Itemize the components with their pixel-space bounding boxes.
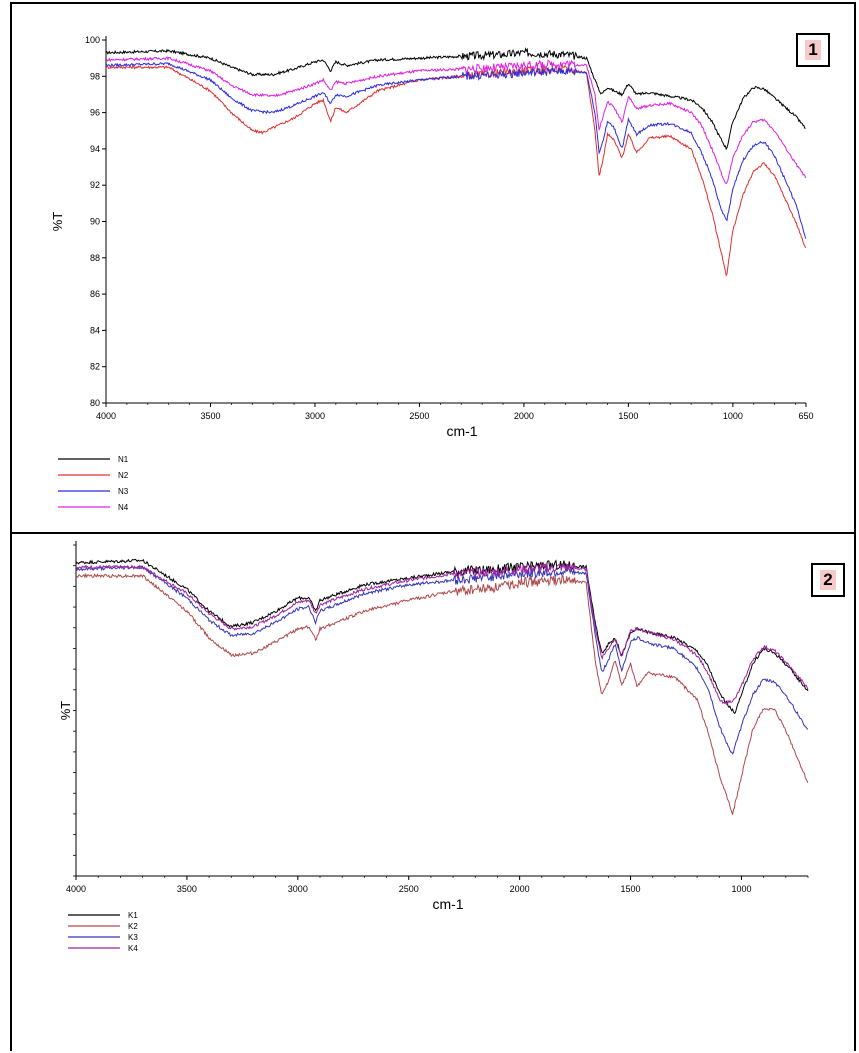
x-tick-label: 3500 bbox=[177, 884, 197, 894]
panel-divider bbox=[10, 532, 856, 534]
x-tick-label: 2500 bbox=[409, 411, 429, 421]
y-tick-label: 90 bbox=[90, 217, 100, 227]
legend-label-N1: N1 bbox=[118, 455, 129, 464]
chart-panel-2: 4000 3500 3000 2500 2000 1500 1000 cm-1 %T K1 K2 K3… bbox=[58, 541, 809, 953]
y-tick-label: 80 bbox=[90, 398, 100, 408]
figure-frame bbox=[10, 2, 856, 1051]
panel-1-label-box: 1 bbox=[796, 33, 830, 67]
series-line-N3 bbox=[105, 62, 807, 239]
y-tick-label: 88 bbox=[90, 253, 100, 263]
x-tick-label: 2000 bbox=[510, 884, 530, 894]
panel-1-label: 1 bbox=[805, 40, 821, 60]
y-tick-label: 86 bbox=[90, 289, 100, 299]
y-tick-label: 96 bbox=[90, 108, 100, 118]
legend-label-K2: K2 bbox=[128, 922, 138, 931]
y-tick-label: 100 bbox=[85, 35, 100, 45]
series-line-K3 bbox=[75, 565, 809, 755]
x-axis-label: cm-1 bbox=[446, 423, 477, 439]
x-tick-label: 2500 bbox=[399, 884, 419, 894]
panel-2-label: 2 bbox=[820, 570, 836, 590]
x-tick-label: 3500 bbox=[200, 411, 220, 421]
x-tick-label: 4000 bbox=[96, 411, 116, 421]
legend-label-N2: N2 bbox=[118, 471, 129, 480]
x-axis-label: cm-1 bbox=[432, 896, 463, 912]
series-line-K1 bbox=[75, 558, 809, 714]
x-tick-label: 1500 bbox=[618, 411, 638, 421]
panel-2-label-box: 2 bbox=[811, 563, 845, 597]
legend-label-N3: N3 bbox=[118, 487, 129, 496]
series-line-N1 bbox=[105, 47, 806, 151]
y-tick-label: 92 bbox=[90, 180, 100, 190]
y-tick-label: 84 bbox=[90, 325, 100, 335]
x-tick-label: 1000 bbox=[723, 411, 743, 421]
legend-label-K3: K3 bbox=[128, 933, 138, 942]
x-tick-label: 4000 bbox=[66, 884, 86, 894]
legend-label-K4: K4 bbox=[128, 944, 138, 953]
x-tick-label: 3000 bbox=[288, 884, 308, 894]
y-tick-label: 98 bbox=[90, 71, 100, 81]
chart-panel-1: 4000 3500 3000 2500 2000 1500 1000 650 80 82 84 86 8… bbox=[50, 35, 814, 512]
series-line-N4 bbox=[105, 56, 807, 185]
y-tick-label: 82 bbox=[90, 362, 100, 372]
y-tick-label: 94 bbox=[90, 144, 100, 154]
x-tick-label: 2000 bbox=[514, 411, 534, 421]
x-tick-label: 1500 bbox=[621, 884, 641, 894]
x-tick-label: 3000 bbox=[305, 411, 325, 421]
x-tick-label: 1000 bbox=[731, 884, 751, 894]
y-axis-label: %T bbox=[50, 212, 65, 232]
y-axis-label: %T bbox=[58, 701, 73, 721]
x-tick-label: 650 bbox=[798, 411, 813, 421]
series-line-K2 bbox=[75, 572, 809, 815]
legend-label-N4: N4 bbox=[118, 503, 129, 512]
legend-label-K1: K1 bbox=[128, 911, 138, 920]
series-line-K4 bbox=[75, 561, 809, 705]
series-line-N2 bbox=[105, 64, 807, 277]
